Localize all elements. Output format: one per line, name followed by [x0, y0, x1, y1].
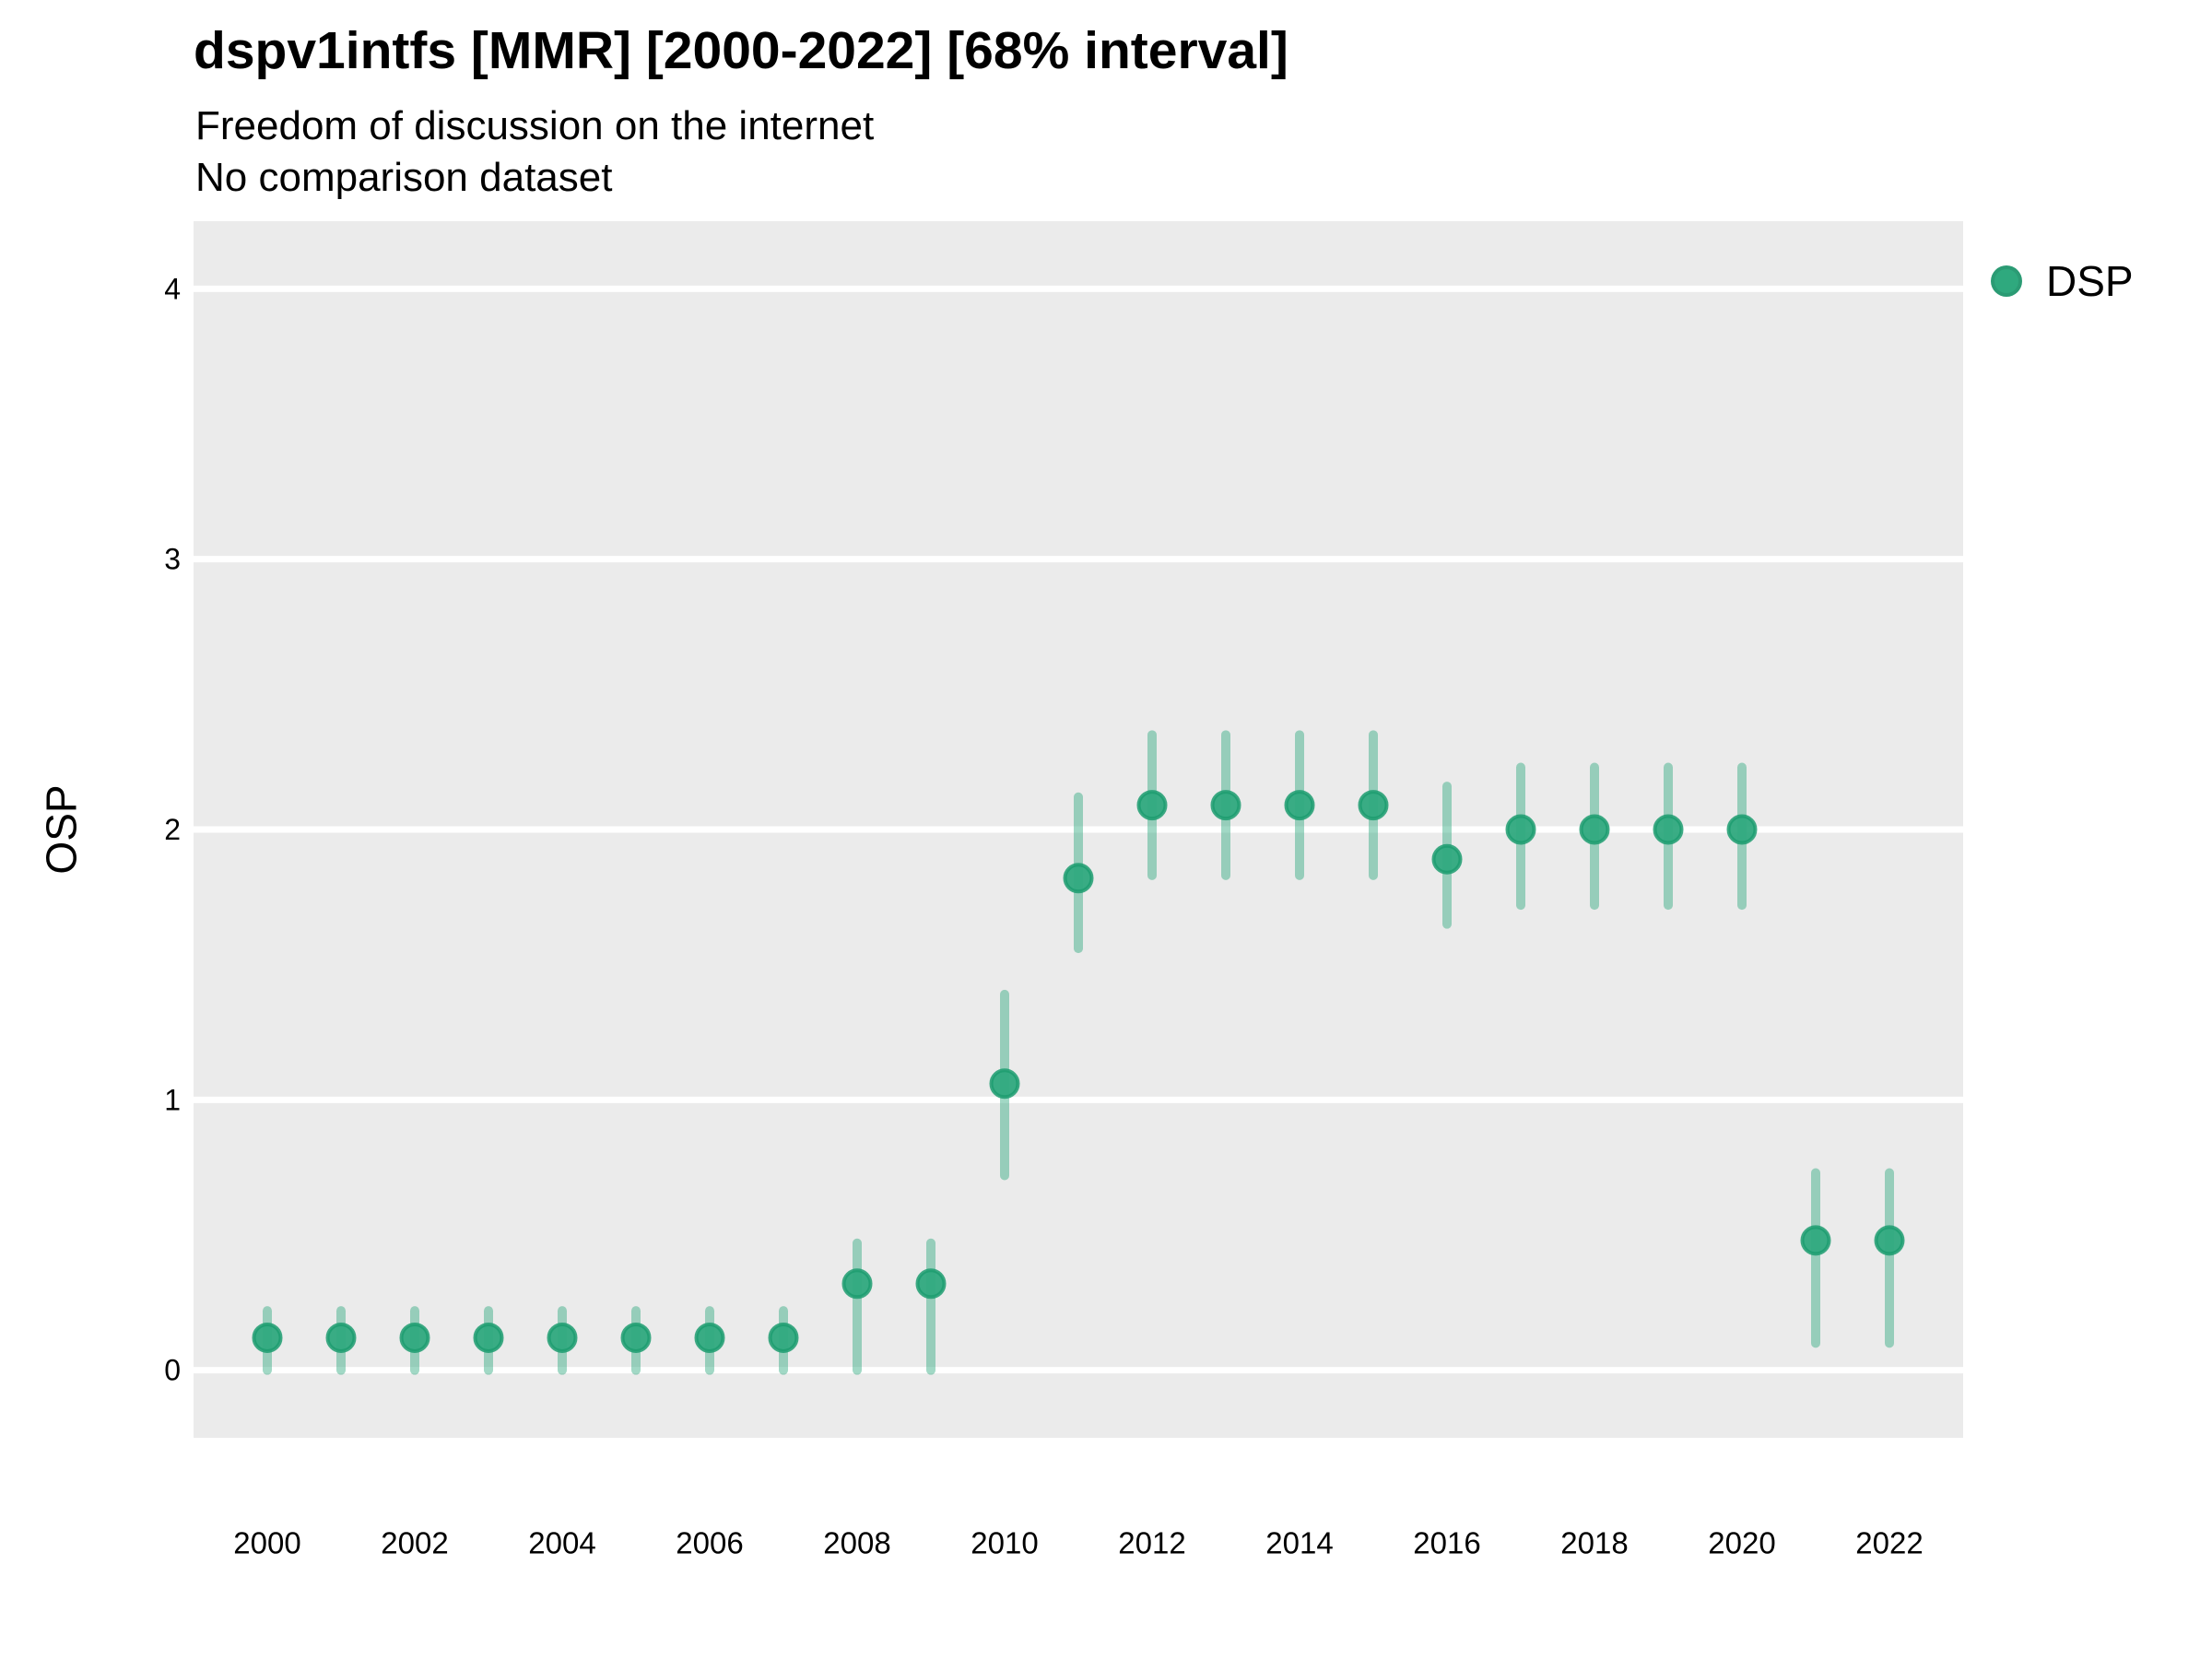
data-point-2021	[1800, 1225, 1831, 1256]
data-point-2015	[1358, 790, 1389, 821]
x-tick-label-2004: 2004	[528, 1526, 595, 1560]
y-tick-label-0: 0	[164, 1354, 181, 1387]
x-tick-label-2000: 2000	[233, 1526, 300, 1560]
data-point-2007	[768, 1322, 799, 1353]
chart-title: dspv1intfs [MMR] [2000-2022] [68% interv…	[194, 21, 1288, 80]
chart-subtitle: Freedom of discussion on the internet	[195, 103, 875, 148]
x-tick-label-2002: 2002	[381, 1526, 448, 1560]
x-tick-label-2008: 2008	[823, 1526, 890, 1560]
data-point-2010	[989, 1068, 1020, 1100]
y-tick-label-1: 1	[164, 1083, 181, 1116]
x-tick-label-2010: 2010	[971, 1526, 1038, 1560]
data-point-2000	[252, 1322, 283, 1353]
legend-label: DSP	[2046, 257, 2134, 305]
data-point-2008	[841, 1268, 873, 1300]
y-tick-label-3: 3	[164, 543, 181, 576]
data-point-2009	[915, 1268, 947, 1300]
x-tick-label-2012: 2012	[1118, 1526, 1185, 1560]
data-point-2012	[1136, 790, 1168, 821]
legend: DSP	[1991, 256, 2134, 306]
data-point-2022	[1874, 1225, 1905, 1256]
data-point-2004	[547, 1322, 578, 1353]
data-point-2006	[694, 1322, 725, 1353]
data-point-2018	[1579, 814, 1610, 845]
data-point-2020	[1726, 814, 1758, 845]
data-point-2013	[1210, 790, 1241, 821]
chart-note: No comparison dataset	[195, 155, 613, 200]
y-tick-label-2: 2	[164, 813, 181, 846]
data-point-2011	[1063, 863, 1094, 894]
data-point-2017	[1505, 814, 1536, 845]
data-point-2016	[1431, 843, 1463, 875]
x-tick-label-2022: 2022	[1855, 1526, 1923, 1560]
data-point-2019	[1653, 814, 1684, 845]
y-tick-label-4: 4	[164, 272, 181, 305]
data-point-2001	[325, 1322, 357, 1353]
data-point-2003	[473, 1322, 504, 1353]
data-point-2005	[620, 1322, 652, 1353]
x-tick-label-2018: 2018	[1560, 1526, 1628, 1560]
x-tick-label-2014: 2014	[1265, 1526, 1333, 1560]
x-tick-label-2016: 2016	[1413, 1526, 1480, 1560]
x-tick-label-2006: 2006	[676, 1526, 743, 1560]
x-tick-label-2020: 2020	[1708, 1526, 1775, 1560]
data-point-2002	[399, 1322, 430, 1353]
legend-point-icon	[1991, 265, 2022, 297]
data-point-2014	[1284, 790, 1315, 821]
